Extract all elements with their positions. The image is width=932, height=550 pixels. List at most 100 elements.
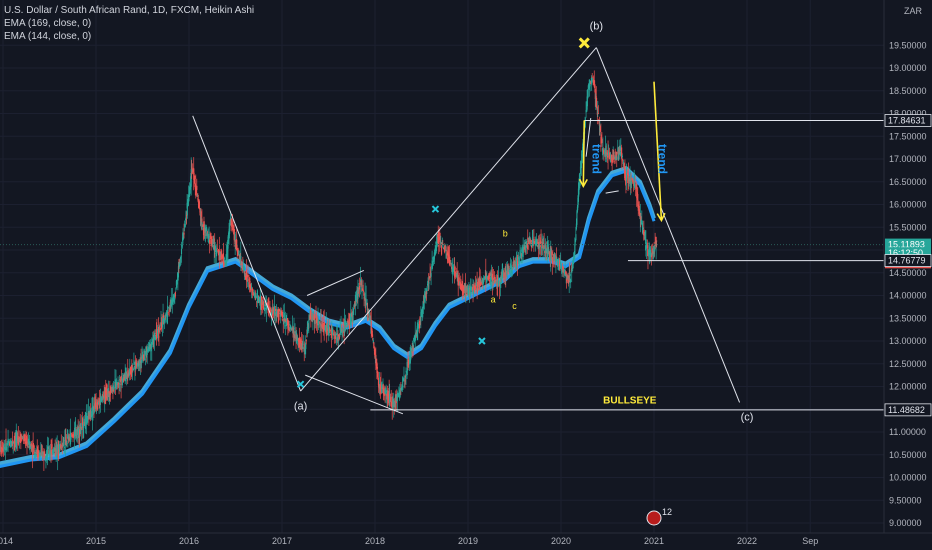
- candle-body: [15, 439, 17, 442]
- candle-body: [175, 288, 177, 290]
- candle-body: [491, 273, 494, 283]
- candle-body: [106, 394, 108, 396]
- candle-body: [441, 240, 443, 245]
- candle-body: [497, 280, 499, 285]
- candle-body: [118, 382, 120, 385]
- candle-body: [473, 287, 475, 294]
- y-tick-label: 12.50000: [889, 359, 927, 369]
- candle-body: [517, 260, 519, 266]
- candle-body: [356, 293, 358, 296]
- candle-body: [151, 343, 153, 348]
- candle-body: [189, 188, 191, 197]
- candle-body: [187, 205, 189, 207]
- time-axis[interactable]: [0, 533, 932, 550]
- candle-body: [578, 183, 580, 195]
- candle-body: [427, 281, 429, 288]
- candle-body: [26, 441, 28, 447]
- candle-body: [307, 325, 309, 332]
- candle-body: [619, 145, 621, 150]
- notification-icon[interactable]: [646, 510, 662, 526]
- candle-body: [501, 278, 503, 284]
- candle-body: [385, 387, 387, 393]
- candle-body: [201, 218, 203, 223]
- trend-arrow-right-head: [656, 212, 666, 223]
- candle-body: [541, 241, 543, 243]
- candle-body: [617, 147, 619, 152]
- candle-body: [488, 279, 490, 282]
- candle-body: [358, 288, 360, 292]
- candle-body: [495, 280, 497, 282]
- candle-body: [474, 286, 476, 292]
- candle-body: [237, 249, 239, 253]
- candle-body: [272, 308, 274, 316]
- candle-body: [88, 413, 90, 419]
- candle-body: [430, 271, 432, 274]
- candle-body: [75, 429, 77, 431]
- candle-body: [172, 299, 174, 302]
- candle-body: [545, 250, 547, 253]
- y-tick-label: 17.00000: [889, 154, 927, 164]
- y-tick-label: 18.00000: [889, 109, 927, 119]
- candle-body: [232, 224, 234, 227]
- candle-body: [524, 242, 526, 247]
- wave-mark-flat: [605, 190, 619, 194]
- candle-body: [459, 283, 461, 285]
- candle-body: [609, 156, 611, 160]
- candle-body: [162, 323, 164, 327]
- candle-body: [181, 237, 184, 241]
- candle-body: [479, 278, 481, 286]
- candle-body: [49, 451, 51, 453]
- candle-body: [283, 312, 285, 324]
- candle-body: [593, 80, 595, 87]
- candle-body: [247, 275, 249, 277]
- candle-body: [323, 322, 325, 328]
- candle-body: [288, 328, 290, 331]
- candle-body: [596, 106, 598, 109]
- candle-body: [655, 240, 657, 243]
- candle-body: [281, 313, 283, 315]
- x-tick-label: Sep: [802, 536, 818, 546]
- candle-body: [162, 315, 164, 325]
- candle-body: [422, 301, 425, 309]
- candle-body: [642, 230, 644, 235]
- price-badge: [884, 114, 932, 127]
- candle-body: [499, 285, 501, 287]
- candle-body: [347, 320, 349, 323]
- x-tick-label: 2016: [179, 536, 199, 546]
- candle-body: [240, 255, 242, 265]
- candle-body: [16, 435, 18, 444]
- candle-body: [57, 451, 59, 455]
- candle-body: [304, 351, 306, 353]
- candle-body: [212, 239, 214, 244]
- y-tick-label: 12.00000: [889, 382, 927, 392]
- candle-body: [640, 216, 642, 221]
- candle-body: [145, 350, 147, 356]
- candle-body: [511, 267, 513, 268]
- candle-body: [251, 286, 253, 290]
- candle-body: [468, 289, 471, 293]
- candle-body: [95, 401, 97, 407]
- candle-body: [546, 250, 548, 252]
- x-tick-label: 2020: [551, 536, 571, 546]
- candle-body: [556, 259, 558, 261]
- candle-body: [442, 243, 444, 245]
- candle-body: [50, 449, 52, 454]
- candle-body: [405, 375, 407, 378]
- candle-body: [354, 294, 356, 304]
- candle-body: [557, 263, 560, 265]
- candle-body: [646, 245, 649, 249]
- candle-body: [294, 331, 296, 334]
- candle-body: [498, 277, 500, 279]
- candle-body: [601, 139, 603, 144]
- price-axis[interactable]: [884, 0, 932, 550]
- candle-body: [570, 280, 572, 282]
- candle-body: [317, 321, 319, 325]
- wave-label: (b): [590, 20, 603, 32]
- candle-body: [217, 249, 219, 255]
- candle-body: [599, 128, 601, 131]
- candle-body: [263, 304, 265, 306]
- candle-body: [196, 185, 198, 190]
- candle-body: [589, 84, 591, 87]
- candle-body: [366, 306, 368, 310]
